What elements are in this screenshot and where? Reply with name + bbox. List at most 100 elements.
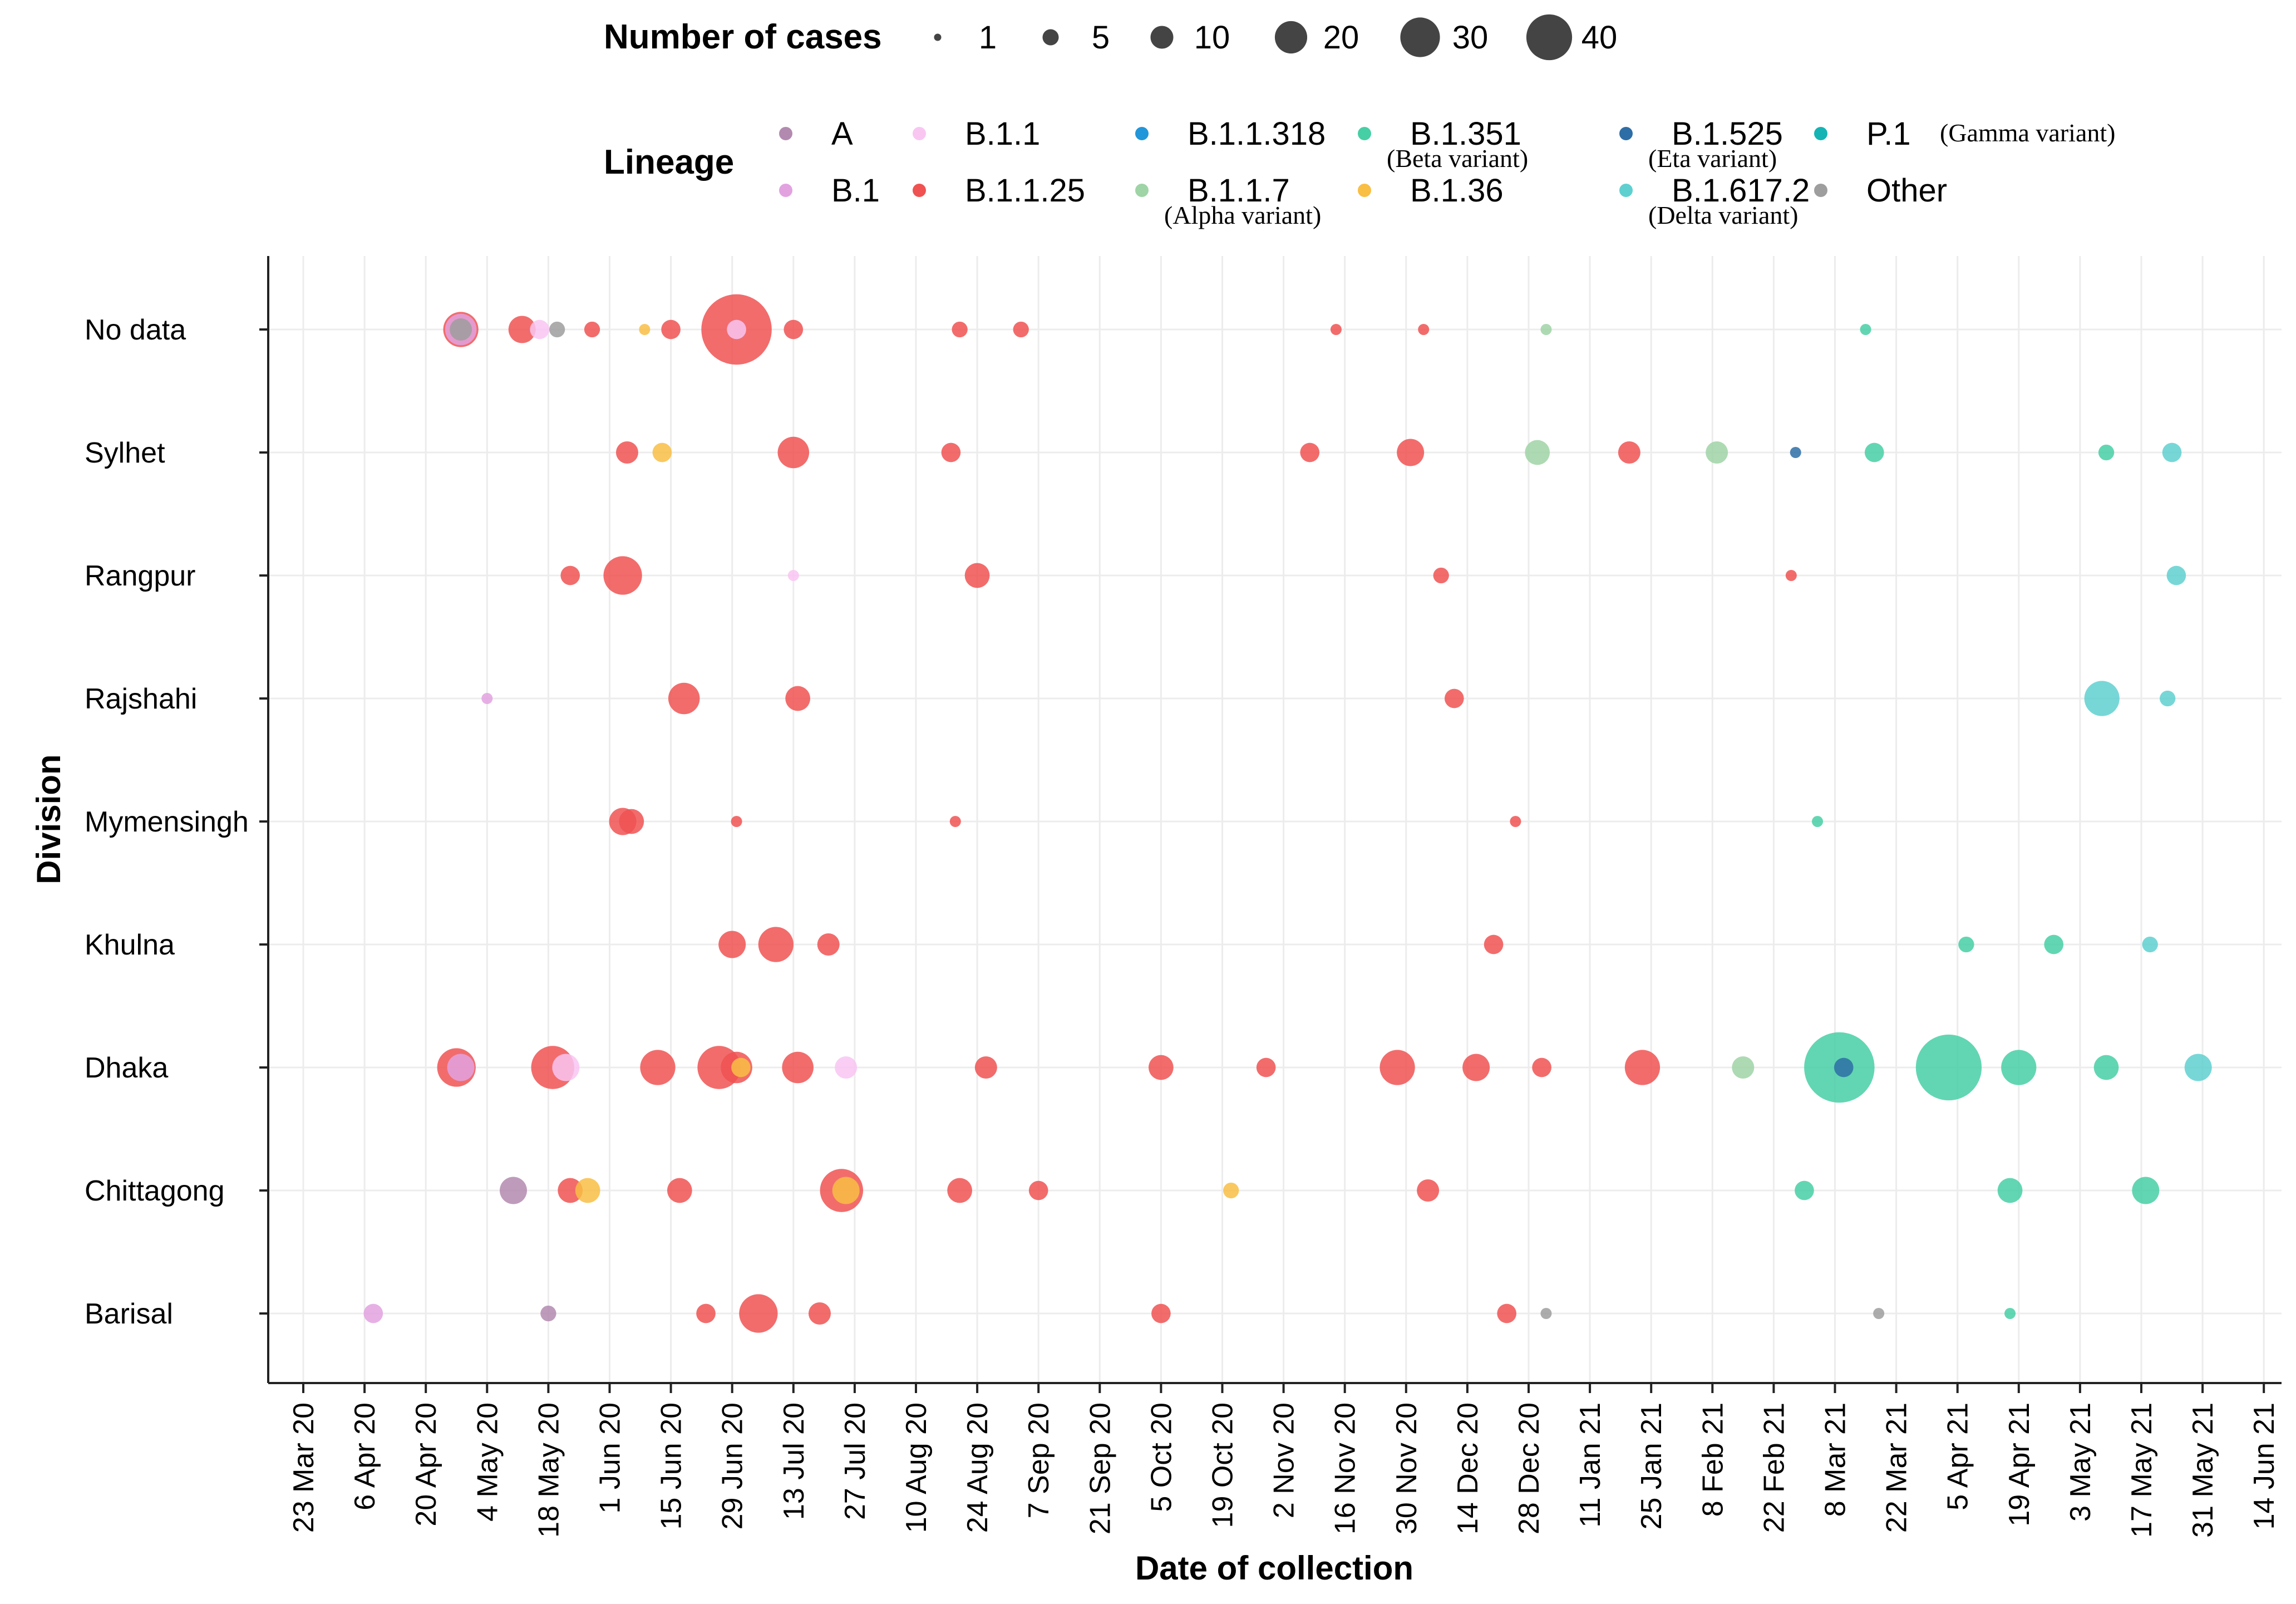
x-tick-label: 17 May 21 xyxy=(2126,1403,2158,1538)
data-point xyxy=(540,1305,556,1322)
lineage-legend-label: B.1.351 xyxy=(1410,116,1521,152)
lineage-legend-swatch xyxy=(913,127,926,140)
lineage-legend-swatch xyxy=(1814,184,1827,197)
x-tick-label: 18 May 20 xyxy=(533,1403,565,1538)
lineage-legend-note: (Gamma variant) xyxy=(1940,119,2115,147)
lineage-legend-swatch xyxy=(779,184,792,197)
data-point xyxy=(2084,681,2120,716)
data-point xyxy=(782,1051,814,1084)
data-point xyxy=(447,1054,475,1081)
lineage-legend-swatch xyxy=(779,127,792,140)
x-tick-label: 8 Mar 21 xyxy=(1820,1403,1852,1517)
x-axis-title: Date of collection xyxy=(1135,1549,1413,1587)
y-tick-label: No data xyxy=(85,314,186,346)
lineage-legend-label: B.1.36 xyxy=(1410,173,1504,209)
data-point xyxy=(1433,567,1449,584)
data-point xyxy=(817,933,840,956)
x-tick-label: 1 Jun 20 xyxy=(594,1403,627,1514)
data-point xyxy=(1418,324,1430,335)
data-point xyxy=(808,1302,831,1325)
x-tick-label: 30 Nov 20 xyxy=(1391,1403,1423,1534)
lineage-legend-swatch xyxy=(1619,184,1633,197)
x-tick-label: 3 May 21 xyxy=(2065,1403,2097,1522)
data-point xyxy=(661,319,681,340)
data-point xyxy=(835,1056,858,1079)
data-point xyxy=(2098,444,2115,461)
data-point xyxy=(668,682,700,715)
data-point xyxy=(731,816,742,827)
y-tick-label: Khulna xyxy=(85,929,175,961)
data-point xyxy=(1151,1303,1171,1323)
y-tick-label: Rangpur xyxy=(85,560,195,592)
y-tick-label: Rajshahi xyxy=(85,683,197,715)
y-tick-label: Sylhet xyxy=(85,437,165,469)
x-tick-label: 14 Dec 20 xyxy=(1452,1403,1484,1534)
size-legend: Number of cases 1 5 10 20 30 40 xyxy=(604,14,1618,61)
data-point xyxy=(508,316,536,343)
data-point xyxy=(2184,1054,2212,1081)
data-point xyxy=(558,1178,583,1203)
lineage-legend-label: B.1.1.25 xyxy=(965,173,1085,209)
data-point xyxy=(1785,570,1797,581)
data-point xyxy=(1790,447,1801,458)
x-tick-label: 29 Jun 20 xyxy=(717,1403,749,1529)
x-tick-label: 24 Aug 20 xyxy=(962,1403,994,1533)
data-point xyxy=(1540,1308,1552,1319)
data-point xyxy=(727,319,746,340)
data-point xyxy=(639,324,651,335)
x-tick-label: 23 Mar 20 xyxy=(288,1403,320,1533)
x-tick-label: 20 Apr 20 xyxy=(410,1403,442,1527)
data-point xyxy=(1397,439,1425,466)
size-legend-bubble xyxy=(1274,21,1308,54)
size-legend-title: Number of cases xyxy=(604,18,882,56)
data-point xyxy=(1444,688,1464,708)
data-point xyxy=(530,319,549,340)
data-point xyxy=(667,1178,692,1203)
data-point xyxy=(718,931,746,958)
plot-area: No data Sylhet Rangpur Rajshahi Mymensingh Kh… xyxy=(85,256,2282,1538)
lineage-legend-note: (Beta variant) xyxy=(1387,144,1528,173)
data-point xyxy=(1028,1180,1048,1200)
data-point xyxy=(758,927,794,962)
lineage-legend-label: Other xyxy=(1866,173,1947,209)
x-tick-label: 7 Sep 20 xyxy=(1023,1403,1055,1518)
data-point xyxy=(615,441,638,464)
size-legend-label: 10 xyxy=(1194,19,1230,56)
lineage-legend-label: P.1 xyxy=(1866,116,1911,152)
data-point xyxy=(1300,442,1320,462)
x-tick-label: 6 Apr 20 xyxy=(349,1403,381,1510)
x-tick-label: 15 Jun 20 xyxy=(656,1403,688,1529)
data-point xyxy=(784,319,804,340)
data-point xyxy=(1462,1054,1490,1081)
size-legend-bubble xyxy=(1042,29,1059,46)
data-point xyxy=(2132,1177,2160,1204)
data-point xyxy=(1013,321,1029,338)
data-point xyxy=(731,1057,751,1077)
data-point xyxy=(1624,1050,1661,1085)
data-point xyxy=(549,321,565,338)
x-tick-label: 31 May 21 xyxy=(2187,1403,2219,1538)
data-point xyxy=(1532,1057,1551,1077)
data-point xyxy=(1732,1056,1755,1079)
lineage-legend-label: B.1.617.2 xyxy=(1672,173,1810,209)
data-point xyxy=(552,1054,580,1081)
data-point xyxy=(450,318,472,341)
lineage-legend-swatch xyxy=(1135,127,1149,140)
lineage-legend-title: Lineage xyxy=(604,143,734,181)
data-point xyxy=(652,442,672,462)
data-point xyxy=(1860,324,1871,335)
data-point xyxy=(952,321,968,338)
data-point xyxy=(1484,934,1504,954)
data-point xyxy=(739,1294,778,1333)
size-legend-label: 40 xyxy=(1581,19,1618,56)
lineage-legend-note: (Eta variant) xyxy=(1648,144,1777,173)
x-tick-label: 22 Feb 21 xyxy=(1758,1403,1790,1533)
data-point xyxy=(1417,1179,1440,1202)
data-point xyxy=(941,442,961,462)
data-point xyxy=(1540,324,1552,335)
lineage-legend-label: B.1.525 xyxy=(1672,116,1783,152)
lineage-legend-label: B.1.1 xyxy=(965,116,1040,152)
data-point xyxy=(363,1303,383,1323)
data-point xyxy=(2160,690,2176,707)
x-tick-label: 25 Jan 21 xyxy=(1635,1403,1668,1529)
